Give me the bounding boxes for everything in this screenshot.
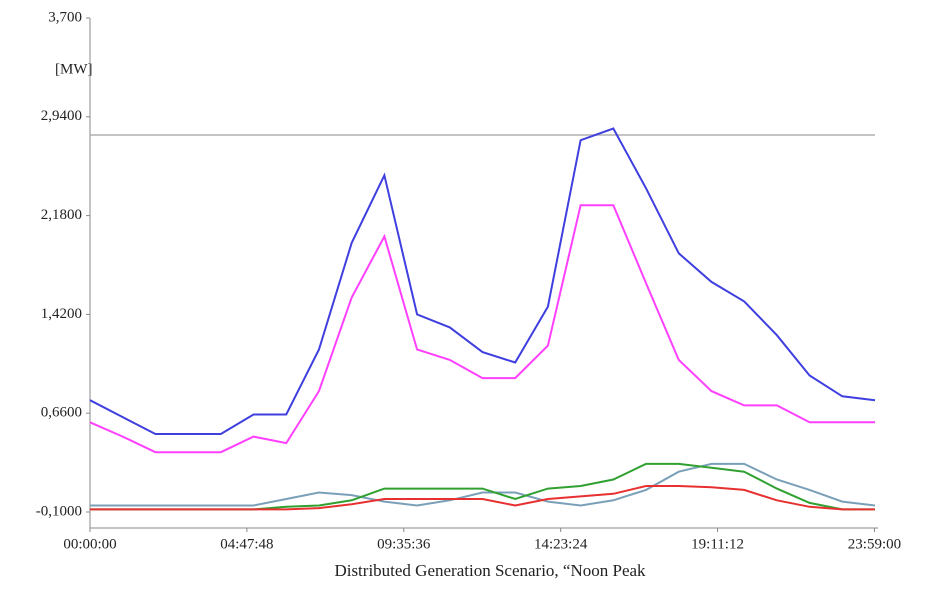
y-tick-label: -0,1000: [36, 503, 82, 519]
x-tick-label: 00:00:00: [63, 536, 116, 552]
series-line: [89, 204, 875, 454]
y-tick-label: 3,700: [48, 9, 82, 25]
series-line: [90, 462, 876, 507]
y-tick-label: 2,9400: [41, 108, 82, 124]
y-tick-label: 2,1800: [41, 207, 82, 223]
x-tick-label: 04:47:48: [220, 536, 273, 552]
y-tick-label: 1,4200: [41, 306, 82, 322]
series-line: [89, 127, 876, 435]
x-tick-label: 14:23:24: [534, 536, 588, 552]
x-tick-label: 23:59:00: [848, 536, 901, 552]
y-tick-label: 0,6600: [41, 405, 82, 421]
series-line: [90, 485, 875, 511]
x-tick-label: 19:11:12: [691, 536, 744, 552]
caption: Distributed Generation Scenario, “Noon P…: [334, 561, 646, 580]
y-unit: [MW]: [55, 61, 93, 77]
x-tick-label: 09:35:36: [377, 536, 431, 552]
